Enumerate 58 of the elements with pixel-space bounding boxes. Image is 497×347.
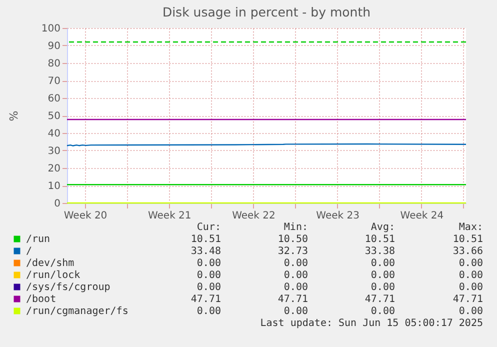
text: 0.00	[458, 258, 483, 270]
text: 0.00	[196, 306, 221, 318]
legend-label: /run/lock	[26, 270, 80, 281]
text: Last update: Sun Jun 15 05:00:17 2025	[260, 318, 483, 330]
legend-label: /sys/fs/cgroup	[26, 282, 110, 293]
text: 0.00	[196, 282, 221, 294]
text: 10.51	[452, 234, 483, 246]
legend-label: /dev/shm	[26, 258, 74, 269]
y-tick-label: 10	[48, 181, 60, 192]
legend-label: /run	[26, 234, 50, 245]
text: 47.71	[190, 294, 221, 306]
text: 10.50	[278, 234, 308, 246]
y-tick-label: 90	[48, 41, 60, 52]
y-tick-label: 100	[41, 24, 60, 34]
text: 0.00	[458, 270, 483, 282]
text: 47.71	[452, 294, 483, 306]
text: 0.00	[370, 258, 395, 270]
x-tick-label: Week 23	[316, 210, 360, 222]
text: Max:	[458, 222, 483, 234]
y-tick-label: 50	[48, 111, 60, 122]
legend-label: /boot	[26, 294, 56, 305]
x-tick-label: Week 22	[232, 210, 276, 222]
y-tick-label: 40	[48, 128, 60, 140]
y-tick-label: 60	[48, 94, 60, 104]
text: 32.73	[278, 246, 308, 258]
y-tick-label: 30	[48, 146, 60, 157]
text: 0.00	[458, 306, 483, 318]
x-tick-label: Week 24	[400, 210, 444, 222]
text: Min:	[284, 222, 308, 234]
legend-label: /	[26, 246, 32, 257]
text: 47.71	[364, 294, 395, 306]
y-axis-title: %	[7, 110, 20, 122]
text: Avg:	[370, 222, 395, 234]
text: 33.48	[190, 246, 221, 258]
text: 0.00	[284, 306, 308, 318]
y-tick-label: 70	[48, 76, 60, 87]
x-tick-label: Week 20	[64, 210, 108, 222]
legend-label: /run/cgmanager/fs	[26, 306, 128, 317]
text: 10.51	[364, 234, 395, 246]
text: 10.51	[190, 234, 221, 246]
y-tick-label: 0	[54, 198, 60, 210]
text: 0.00	[458, 282, 483, 294]
y-tick-label: 20	[48, 164, 60, 174]
text: 0.00	[284, 270, 308, 282]
text: 33.38	[364, 246, 395, 258]
text: 47.71	[278, 294, 308, 306]
text: 0.00	[370, 270, 395, 282]
text: 0.00	[196, 258, 221, 270]
x-tick-label: Week 21	[148, 210, 192, 222]
text: 0.00	[370, 306, 395, 318]
text: 0.00	[196, 270, 221, 282]
text: 0.00	[370, 282, 395, 294]
text: 33.66	[452, 246, 483, 258]
text: 0.00	[284, 258, 308, 270]
y-tick-label: 80	[48, 58, 60, 70]
text: 0.00	[284, 282, 308, 294]
text: Cur:	[196, 222, 221, 234]
chart-title: Disk usage in percent - by month	[162, 4, 371, 20]
